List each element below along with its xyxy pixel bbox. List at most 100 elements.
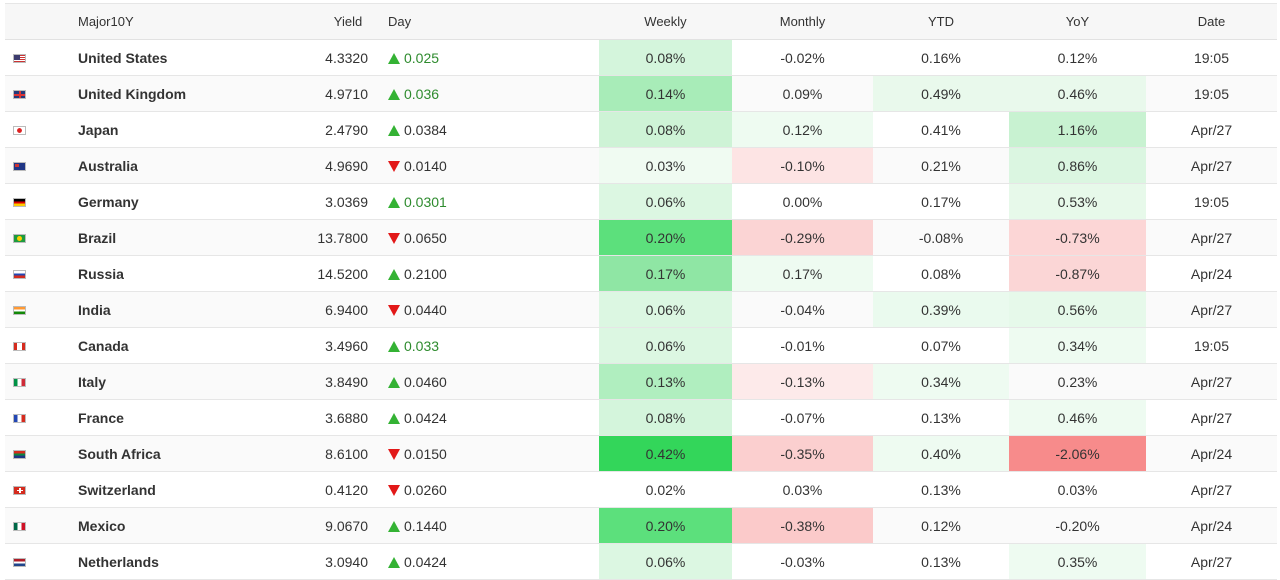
day-change-cell: 0.2100 bbox=[388, 255, 599, 292]
ytd-change: 0.21% bbox=[873, 147, 1009, 184]
monthly-change: -0.35% bbox=[732, 435, 873, 472]
country-name[interactable]: Russia bbox=[68, 255, 248, 292]
yield-value: 3.4960 bbox=[248, 327, 388, 364]
down-triangle-icon bbox=[388, 304, 400, 316]
country-name[interactable]: Netherlands bbox=[68, 543, 248, 580]
day-change-value: 0.0650 bbox=[404, 229, 447, 246]
monthly-change: 0.00% bbox=[732, 183, 873, 220]
yoy-change: 0.56% bbox=[1009, 291, 1146, 328]
yoy-change: -2.06% bbox=[1009, 435, 1146, 472]
south-africa-flag-icon bbox=[13, 450, 26, 460]
day-change-value: 0.0260 bbox=[404, 481, 447, 498]
country-name[interactable]: Brazil bbox=[68, 219, 248, 256]
day-change-cell: 0.0424 bbox=[388, 543, 599, 580]
weekly-change: 0.02% bbox=[599, 471, 732, 508]
up-triangle-icon bbox=[388, 52, 400, 64]
ytd-change: 0.08% bbox=[873, 255, 1009, 292]
table-row[interactable]: France 3.6880 0.0424 0.08% -0.07% 0.13% 0.46% A… bbox=[5, 399, 1277, 436]
day-change-value: 0.0424 bbox=[404, 553, 447, 570]
country-name[interactable]: Japan bbox=[68, 111, 248, 148]
table-row[interactable]: Canada 3.4960 0.033 0.06% -0.01% 0.07% 0.34% 19… bbox=[5, 327, 1277, 364]
ytd-change: 0.39% bbox=[873, 291, 1009, 328]
country-name[interactable]: Switzerland bbox=[68, 471, 248, 508]
ytd-change: 0.41% bbox=[873, 111, 1009, 148]
table-row[interactable]: Brazil 13.7800 0.0650 0.20% -0.29% -0.08% -0.7… bbox=[5, 219, 1277, 256]
table-row[interactable]: Russia 14.5200 0.2100 0.17% 0.17% 0.08% -0.87%… bbox=[5, 255, 1277, 292]
update-date: Apr/27 bbox=[1146, 363, 1277, 400]
yield-value: 3.0369 bbox=[248, 183, 388, 220]
france-flag-icon bbox=[13, 414, 26, 424]
ytd-change: 0.34% bbox=[873, 363, 1009, 400]
country-name[interactable]: Germany bbox=[68, 183, 248, 220]
country-name[interactable]: United Kingdom bbox=[68, 75, 248, 112]
day-change-cell: 0.0440 bbox=[388, 291, 599, 328]
monthly-change: 0.03% bbox=[732, 471, 873, 508]
flag-cell bbox=[5, 327, 68, 364]
table-row[interactable]: South Africa 8.6100 0.0150 0.42% -0.35% 0.40%… bbox=[5, 435, 1277, 472]
monthly-change: -0.38% bbox=[732, 507, 873, 544]
italy-flag-icon bbox=[13, 378, 26, 388]
table-row[interactable]: Germany 3.0369 0.0301 0.06% 0.00% 0.17% 0.53% 1… bbox=[5, 183, 1277, 220]
column-header-monthly[interactable]: Monthly bbox=[732, 3, 873, 40]
country-name[interactable]: India bbox=[68, 291, 248, 328]
ytd-change: 0.13% bbox=[873, 471, 1009, 508]
table-row[interactable]: Italy 3.8490 0.0460 0.13% -0.13% 0.34% 0.23% Ap… bbox=[5, 363, 1277, 400]
flag-cell bbox=[5, 75, 68, 112]
table-row[interactable]: United States 4.3320 0.025 0.08% -0.02% 0.16%… bbox=[5, 39, 1277, 76]
update-date: Apr/27 bbox=[1146, 219, 1277, 256]
ytd-change: 0.17% bbox=[873, 183, 1009, 220]
country-name[interactable]: France bbox=[68, 399, 248, 436]
us-flag-icon bbox=[13, 54, 26, 64]
flag-cell bbox=[5, 147, 68, 184]
country-name[interactable]: United States bbox=[68, 39, 248, 76]
day-change-cell: 0.1440 bbox=[388, 507, 599, 544]
table-row[interactable]: United Kingdom 4.9710 0.036 0.14% 0.09% 0.49%… bbox=[5, 75, 1277, 112]
column-header-yoy[interactable]: YoY bbox=[1009, 3, 1146, 40]
update-date: Apr/24 bbox=[1146, 507, 1277, 544]
monthly-change: -0.13% bbox=[732, 363, 873, 400]
day-change-value: 0.033 bbox=[404, 337, 440, 354]
up-triangle-icon bbox=[388, 556, 400, 568]
bond-yields-table: Major10Y Yield Day Weekly Monthly YTD Yo… bbox=[5, 3, 1277, 580]
country-name[interactable]: South Africa bbox=[68, 435, 248, 472]
yield-value: 9.0670 bbox=[248, 507, 388, 544]
country-name[interactable]: Canada bbox=[68, 327, 248, 364]
yield-value: 4.3320 bbox=[248, 39, 388, 76]
flag-cell bbox=[5, 255, 68, 292]
country-name[interactable]: Italy bbox=[68, 363, 248, 400]
column-header-date[interactable]: Date bbox=[1146, 3, 1277, 40]
yoy-change: 0.53% bbox=[1009, 183, 1146, 220]
weekly-change: 0.08% bbox=[599, 39, 732, 76]
weekly-change: 0.03% bbox=[599, 147, 732, 184]
country-name[interactable]: Mexico bbox=[68, 507, 248, 544]
yoy-change: 0.46% bbox=[1009, 399, 1146, 436]
yield-value: 13.7800 bbox=[248, 219, 388, 256]
column-header-major10y[interactable]: Major10Y bbox=[68, 3, 248, 40]
day-change-cell: 0.0301 bbox=[388, 183, 599, 220]
day-change-value: 0.0384 bbox=[404, 121, 447, 138]
weekly-change: 0.08% bbox=[599, 399, 732, 436]
column-header-weekly[interactable]: Weekly bbox=[599, 3, 732, 40]
up-triangle-icon bbox=[388, 340, 400, 352]
table-row[interactable]: Switzerland 0.4120 0.0260 0.02% 0.03% 0.13% 0.… bbox=[5, 471, 1277, 508]
update-date: 19:05 bbox=[1146, 39, 1277, 76]
day-change-cell: 0.0460 bbox=[388, 363, 599, 400]
switzerland-flag-icon bbox=[13, 486, 26, 496]
monthly-change: -0.03% bbox=[732, 543, 873, 580]
down-triangle-icon bbox=[388, 484, 400, 496]
mexico-flag-icon bbox=[13, 522, 26, 532]
column-header-yield[interactable]: Yield bbox=[248, 3, 388, 40]
country-name[interactable]: Australia bbox=[68, 147, 248, 184]
day-change-cell: 0.0260 bbox=[388, 471, 599, 508]
yoy-change: -0.73% bbox=[1009, 219, 1146, 256]
table-row[interactable]: Mexico 9.0670 0.1440 0.20% -0.38% 0.12% -0.20%… bbox=[5, 507, 1277, 544]
column-header-day[interactable]: Day bbox=[388, 3, 599, 40]
table-row[interactable]: India 6.9400 0.0440 0.06% -0.04% 0.39% 0.56% Ap… bbox=[5, 291, 1277, 328]
column-header-ytd[interactable]: YTD bbox=[873, 3, 1009, 40]
day-change-value: 0.2100 bbox=[404, 265, 447, 282]
table-row[interactable]: Japan 2.4790 0.0384 0.08% 0.12% 0.41% 1.16% Apr… bbox=[5, 111, 1277, 148]
table-row[interactable]: Australia 4.9690 0.0140 0.03% -0.10% 0.21% 0.8… bbox=[5, 147, 1277, 184]
table-row[interactable]: Netherlands 3.0940 0.0424 0.06% -0.03% 0.13% 0… bbox=[5, 543, 1277, 580]
yoy-change: 0.35% bbox=[1009, 543, 1146, 580]
day-change-value: 0.0460 bbox=[404, 373, 447, 390]
